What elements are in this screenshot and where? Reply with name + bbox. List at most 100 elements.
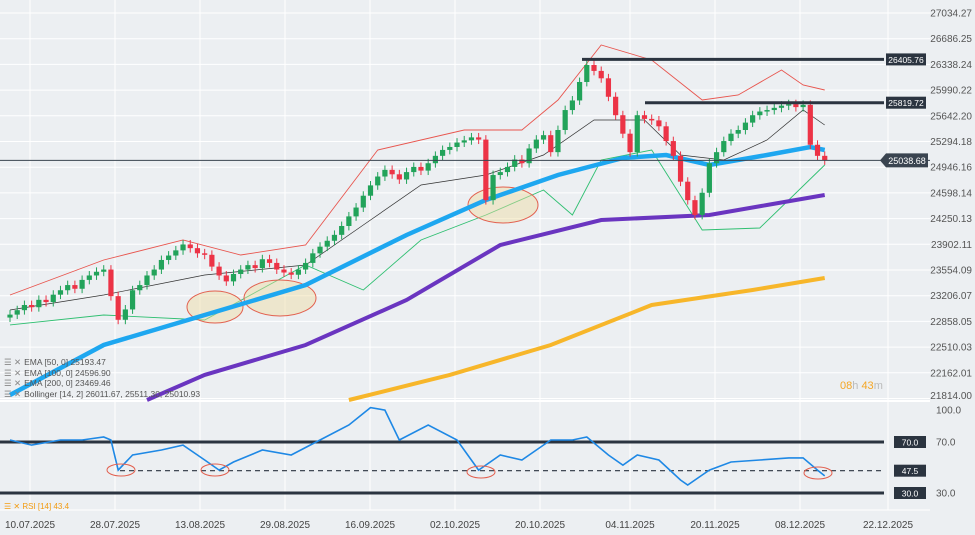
candle: [584, 65, 590, 82]
candle: [281, 269, 287, 273]
candle: [93, 271, 100, 276]
candle: [634, 115, 640, 153]
candle: [814, 144, 821, 156]
x-tick-label: 13.08.2025: [174, 520, 226, 531]
candle: [411, 166, 417, 173]
settings-icon[interactable]: ☰ ✕: [4, 357, 22, 367]
y-tick-label: 27034.27: [930, 9, 972, 20]
candle: [252, 265, 258, 269]
candle: [266, 259, 273, 263]
candle: [677, 155, 684, 182]
candle: [656, 120, 662, 127]
candle: [317, 246, 323, 254]
legend-ema200-name: EMA [200, 0]: [24, 378, 73, 388]
y-tick-label: 22162.01: [930, 368, 972, 379]
candle: [65, 285, 71, 291]
candle: [396, 174, 402, 180]
candle: [764, 110, 770, 112]
candle: [50, 294, 56, 303]
candle: [72, 285, 78, 289]
candle: [101, 269, 107, 272]
candle: [800, 104, 806, 108]
candle: [742, 122, 749, 130]
candle: [137, 285, 143, 291]
candle: [223, 275, 229, 282]
candle: [757, 111, 763, 116]
rsi-tick-label: 70.0: [936, 438, 956, 449]
settings-icon[interactable]: ☰ ✕: [4, 502, 23, 511]
candle: [274, 262, 280, 270]
legend-ema50-value: 25193.47: [70, 357, 106, 367]
candle: [21, 305, 28, 311]
candle: [180, 244, 186, 251]
legend-ema100-value: 24596.90: [75, 367, 111, 378]
legend-ema200[interactable]: ☰ ✕ EMA [200, 0] 23469.46: [4, 378, 200, 389]
x-tick-label: 28.07.2025: [89, 520, 141, 531]
candle: [468, 137, 475, 141]
candle: [115, 296, 121, 320]
y-tick-label: 22510.03: [930, 343, 972, 354]
candle: [14, 310, 20, 315]
y-tick-label: 22858.05: [930, 317, 972, 328]
candle: [569, 100, 575, 111]
candle: [346, 216, 352, 226]
candle: [209, 254, 215, 267]
candle: [519, 159, 525, 164]
x-tick-label: 02.10.2025: [429, 520, 481, 531]
legend-ema50[interactable]: ☰ ✕ EMA [50, 0] 25193.47: [4, 357, 200, 368]
legend-ema100-name: EMA [100, 0]: [24, 367, 73, 378]
candle: [822, 155, 828, 161]
rsi-highlight-ellipse: [803, 466, 833, 480]
x-tick-label: 29.08.2025: [259, 520, 311, 531]
candle: [454, 142, 460, 147]
y-tick-label: 25990.22: [930, 86, 972, 97]
legend-ema100[interactable]: ☰ ✕ EMA [100, 0] 24596.90: [4, 368, 200, 379]
rsi-highlight-ellipse: [466, 465, 496, 479]
settings-icon[interactable]: ☰ ✕: [4, 367, 22, 378]
candle: [576, 81, 583, 101]
timer-m-unit: m: [873, 380, 883, 392]
candle: [605, 78, 612, 97]
rsi-legend[interactable]: ☰ ✕ RSI [14] 43.4: [4, 502, 69, 511]
candle: [699, 192, 705, 215]
candle: [144, 275, 150, 286]
level-label-bg: [886, 53, 926, 66]
candle: [750, 115, 756, 123]
candle: [194, 248, 201, 254]
candle: [721, 141, 727, 153]
y-tick-label: 24946.16: [930, 163, 972, 174]
candle: [382, 169, 388, 177]
candle: [512, 159, 518, 167]
y-tick-label: 25294.18: [930, 137, 972, 148]
settings-icon[interactable]: ☰ ✕: [4, 388, 22, 399]
x-tick-label: 08.12.2025: [774, 520, 826, 531]
y-tick-label: 24598.14: [930, 188, 972, 199]
candle: [692, 200, 698, 215]
candle: [43, 299, 49, 303]
x-tick-label: 16.09.2025: [344, 520, 396, 531]
candle: [728, 133, 734, 142]
settings-icon[interactable]: ☰ ✕: [4, 378, 22, 388]
last-price-label: 25038.68: [888, 156, 926, 166]
y-tick-label: 26338.24: [930, 60, 972, 71]
candle: [187, 244, 193, 249]
candle: [57, 290, 64, 295]
rsi-line: [9, 406, 826, 486]
candle: [108, 269, 114, 297]
rsi-tick-label: 100.0: [936, 406, 961, 417]
candle: [375, 176, 381, 186]
candle: [36, 299, 42, 308]
legend-bollinger[interactable]: ☰ ✕ Bollinger [14, 2] 26011.67, 25511.30,…: [4, 389, 200, 400]
legend-ema50-name: EMA [50, 0]: [24, 357, 69, 367]
y-tick-label: 25642.20: [930, 111, 972, 122]
y-tick-label: 23206.07: [930, 291, 972, 302]
candle: [129, 290, 136, 310]
candle: [122, 309, 128, 320]
candle: [613, 96, 619, 116]
candle: [166, 255, 172, 260]
candle: [7, 314, 13, 318]
candle: [548, 135, 554, 153]
level-label: 26405.76: [888, 55, 924, 65]
level-label-bg: [886, 96, 926, 109]
